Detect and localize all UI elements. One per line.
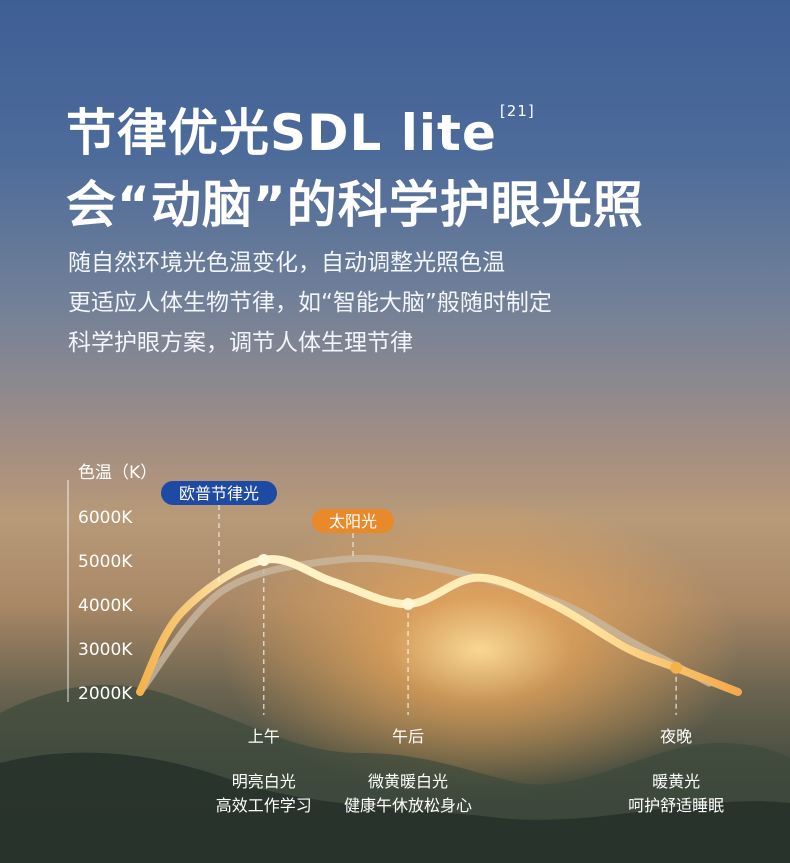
series-line-sunlight bbox=[136, 554, 713, 696]
series-marker-sdl bbox=[257, 554, 270, 566]
x-tick-label: 午后 bbox=[392, 727, 424, 746]
x-caption-line: 高效工作学习 bbox=[216, 796, 312, 815]
subtitle-line-3: 科学护眼方案，调节人体生理节律 bbox=[68, 330, 413, 356]
y-tick-label: 3000K bbox=[78, 640, 133, 660]
legend-badge bbox=[312, 509, 394, 533]
series-marker-sdl bbox=[402, 598, 415, 610]
x-caption-line: 健康午休放松身心 bbox=[344, 796, 472, 815]
title-line1: 节律优光SDL lite bbox=[66, 104, 497, 162]
subtitle-line-1: 随自然环境光色温变化，自动调整光照色温 bbox=[68, 250, 505, 276]
legend-badge bbox=[161, 481, 277, 505]
y-tick-label: 4000K bbox=[78, 596, 133, 616]
y-tick-label: 6000K bbox=[78, 508, 133, 528]
y-tick-label: 5000K bbox=[78, 552, 133, 572]
page-title-line2: 会“动脑”的科学护眼光照 bbox=[66, 176, 644, 234]
mountain-silhouette bbox=[0, 684, 790, 863]
x-caption-line: 微黄暖白光 bbox=[368, 772, 448, 791]
page-title: 节律优光SDL lite [21] bbox=[66, 104, 535, 159]
x-caption-line: 呵护舒适睡眠 bbox=[628, 796, 724, 815]
series-marker-sdl bbox=[670, 661, 683, 674]
y-axis-label: 色温（K） bbox=[78, 463, 157, 483]
x-caption-line: 明亮白光 bbox=[232, 772, 296, 791]
y-tick-label: 2000K bbox=[78, 684, 133, 704]
legend-badge-label: 欧普节律光 bbox=[179, 484, 259, 503]
series-line-sdl bbox=[136, 555, 742, 696]
legend-badge-label: 太阳光 bbox=[329, 512, 377, 531]
subtitle-line-2: 更适应人体生物节律，如“智能大脑”般随时制定 bbox=[68, 290, 552, 316]
x-caption-line: 暖黄光 bbox=[652, 772, 700, 791]
x-tick-label: 夜晚 bbox=[660, 727, 692, 746]
title-superscript: [21] bbox=[499, 102, 535, 120]
x-tick-label: 上午 bbox=[248, 727, 280, 746]
